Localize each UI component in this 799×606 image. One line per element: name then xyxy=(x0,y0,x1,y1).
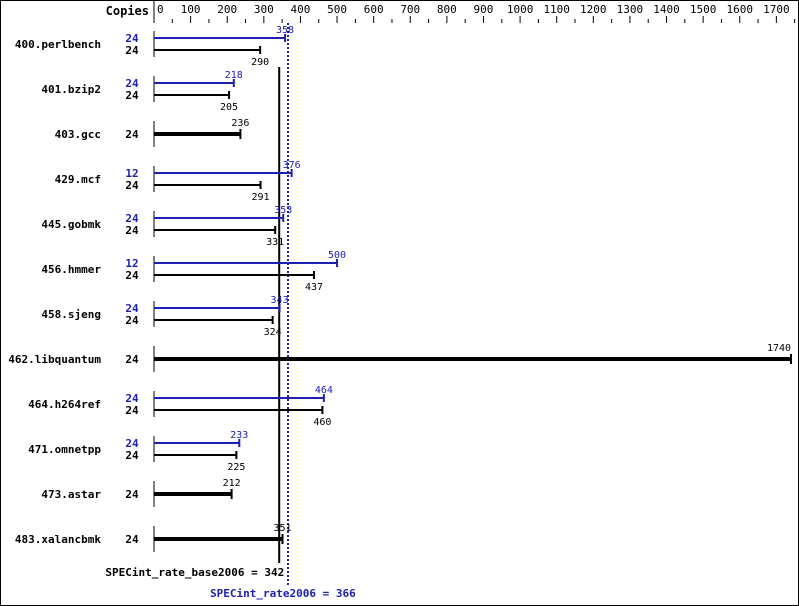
benchmark-name: 429.mcf xyxy=(55,173,101,186)
peak-metric-label: SPECint_rate2006 = 366 xyxy=(210,587,356,600)
base-value-label: 351 xyxy=(273,523,291,534)
peak-copies: 24 xyxy=(125,392,139,405)
benchmark-name: 400.perlbench xyxy=(15,38,101,51)
base-value-label: 460 xyxy=(313,417,331,428)
benchmark-name: 401.bzip2 xyxy=(41,83,101,96)
base-value-label: 212 xyxy=(223,478,241,489)
tick-label: 500 xyxy=(327,3,347,16)
base-value-label: 291 xyxy=(252,192,270,203)
tick-label: 800 xyxy=(437,3,457,16)
peak-value-label: 376 xyxy=(283,160,301,171)
benchmark-name: 464.h264ref xyxy=(28,398,101,411)
base-value-label: 205 xyxy=(220,102,238,113)
peak-value-label: 500 xyxy=(328,250,346,261)
benchmark-name: 458.sjeng xyxy=(41,308,101,321)
base-copies: 24 xyxy=(125,353,139,366)
peak-value-label: 343 xyxy=(271,295,289,306)
tick-label: 900 xyxy=(474,3,494,16)
base-copies: 24 xyxy=(125,404,139,417)
tick-label: 1600 xyxy=(726,3,753,16)
peak-value-label: 353 xyxy=(274,205,292,216)
tick-label: 1000 xyxy=(507,3,534,16)
base-copies: 24 xyxy=(125,488,139,501)
base-value-label: 290 xyxy=(251,57,269,68)
base-copies: 24 xyxy=(125,269,139,282)
tick-label: 300 xyxy=(254,3,274,16)
base-copies: 24 xyxy=(125,314,139,327)
benchmark-name: 456.hmmer xyxy=(41,263,101,276)
tick-label: 0 xyxy=(157,3,164,16)
tick-label: 1300 xyxy=(617,3,644,16)
base-value-label: 236 xyxy=(231,118,249,129)
tick-label: 1400 xyxy=(653,3,680,16)
tick-label: 600 xyxy=(364,3,384,16)
peak-value-label: 233 xyxy=(230,430,248,441)
base-value-label: 324 xyxy=(264,327,282,338)
peak-copies: 24 xyxy=(125,302,139,315)
benchmark-name: 403.gcc xyxy=(55,128,101,141)
base-value-label: 331 xyxy=(266,237,284,248)
peak-copies: 12 xyxy=(125,167,138,180)
peak-value-label: 464 xyxy=(315,385,333,396)
benchmark-name: 471.omnetpp xyxy=(28,443,101,456)
peak-copies: 24 xyxy=(125,77,139,90)
peak-copies: 12 xyxy=(125,257,138,270)
base-copies: 24 xyxy=(125,179,139,192)
base-copies: 24 xyxy=(125,449,139,462)
benchmark-name: 473.astar xyxy=(41,488,101,501)
tick-label: 100 xyxy=(181,3,201,16)
base-value-label: 437 xyxy=(305,282,323,293)
peak-value-label: 358 xyxy=(276,25,294,36)
tick-label: 200 xyxy=(217,3,237,16)
tick-label: 700 xyxy=(400,3,420,16)
peak-copies: 24 xyxy=(125,437,139,450)
tick-label: 1100 xyxy=(543,3,570,16)
tick-label: 1500 xyxy=(690,3,717,16)
axis-label: Copies xyxy=(106,4,149,18)
peak-copies: 24 xyxy=(125,32,139,45)
base-copies: 24 xyxy=(125,224,139,237)
tick-label: 400 xyxy=(290,3,310,16)
tick-label: 1200 xyxy=(580,3,607,16)
base-value-label: 225 xyxy=(227,462,245,473)
benchmark-name: 483.xalancbmk xyxy=(15,533,101,546)
tick-label: 1700 xyxy=(763,3,790,16)
base-copies: 24 xyxy=(125,44,139,57)
benchmark-name: 445.gobmk xyxy=(41,218,101,231)
benchmark-name: 462.libquantum xyxy=(8,353,101,366)
peak-value-label: 218 xyxy=(225,70,243,81)
base-copies: 24 xyxy=(125,533,139,546)
peak-copies: 24 xyxy=(125,212,139,225)
base-copies: 24 xyxy=(125,89,139,102)
base-metric-label: SPECint_rate_base2006 = 342 xyxy=(105,566,284,579)
base-value-label: 1740 xyxy=(767,343,791,354)
base-copies: 24 xyxy=(125,128,139,141)
